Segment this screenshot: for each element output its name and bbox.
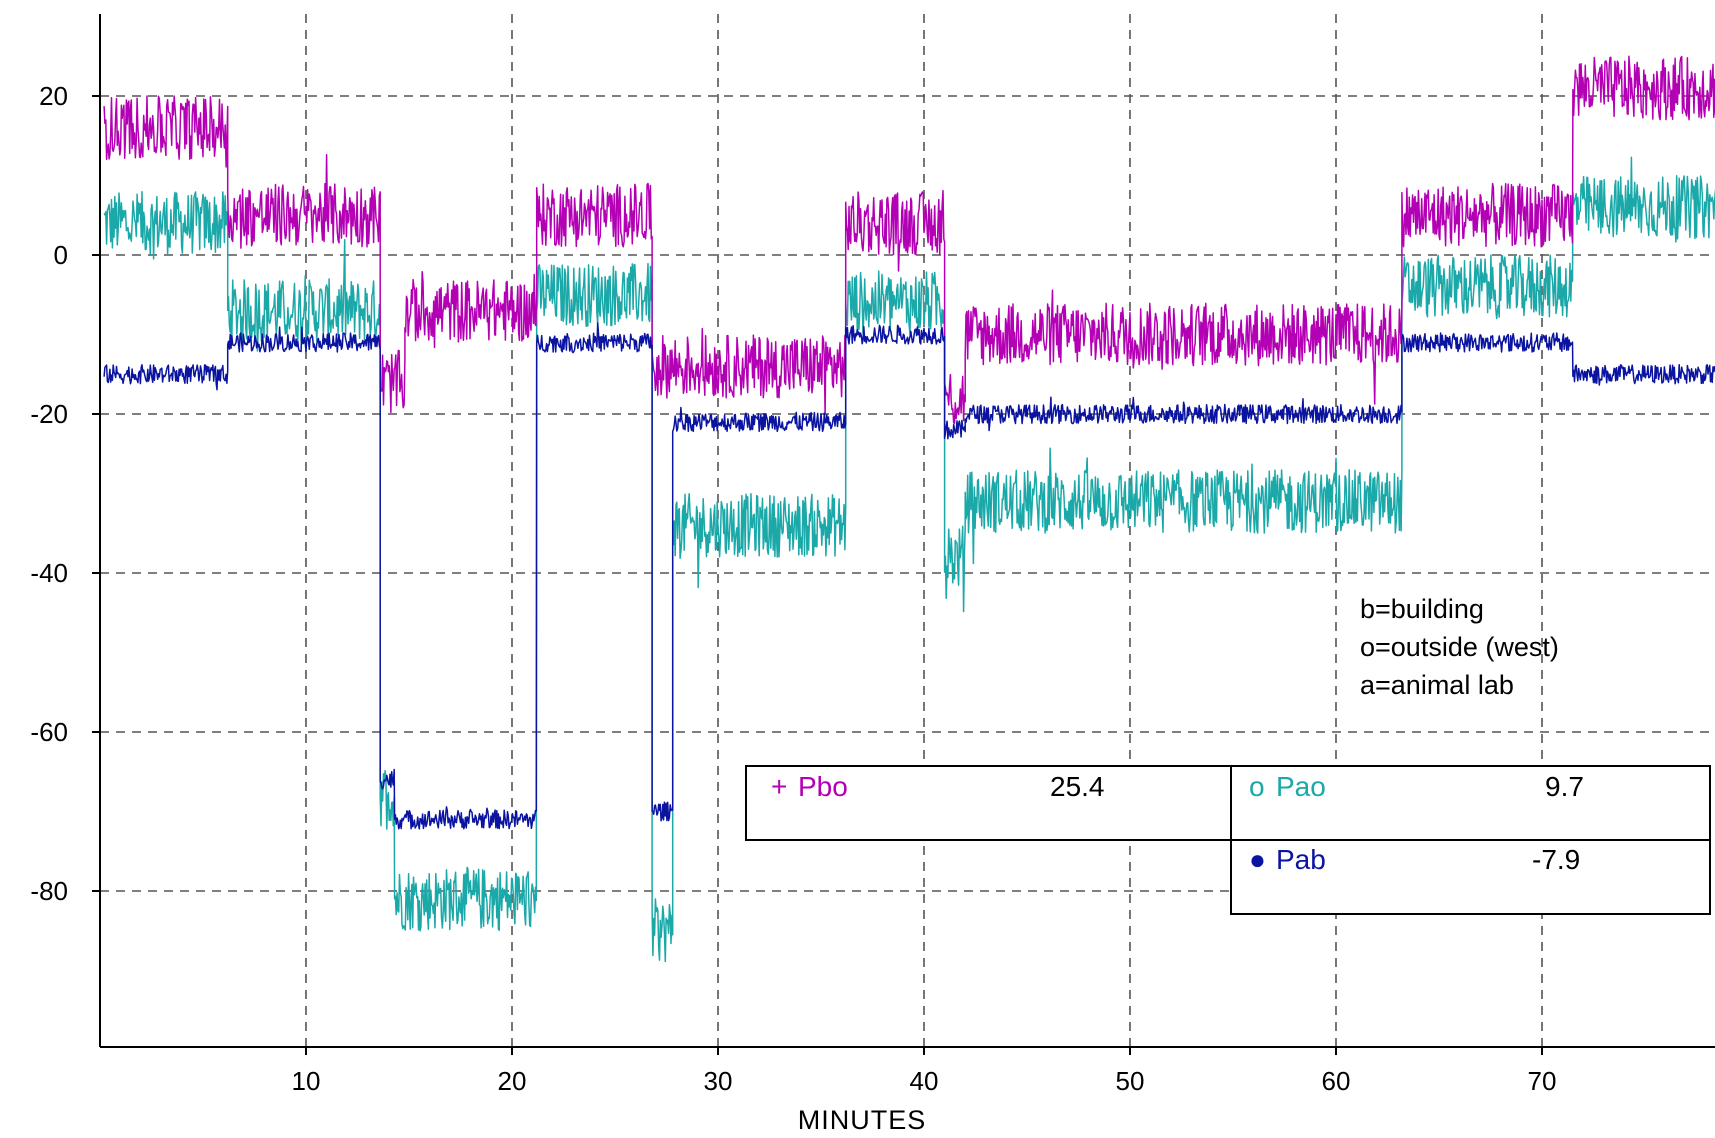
legend-pao-value: 9.7 [1545,771,1584,802]
y-tick-label--20: -20 [30,399,68,429]
y-tick-label--60: -60 [30,717,68,747]
x-tick-label-60: 60 [1322,1066,1351,1096]
note-animal-lab: a=animal lab [1360,670,1514,700]
legend-pbo-name: Pbo [798,771,848,802]
x-tick-label-10: 10 [292,1066,321,1096]
tick-labels: 10 20 30 40 50 60 70 20 0 -20 -40 -60 -80 [30,81,1556,1096]
legend-pab-value: -7.9 [1532,844,1580,875]
y-tick-label-20: 20 [39,81,68,111]
series-lines [103,55,1715,963]
x-tick-label-70: 70 [1528,1066,1557,1096]
legend-pab-name: Pab [1276,844,1326,875]
legend-pao-name: Pao [1276,771,1326,802]
legend-pbo-marker: + [771,771,787,802]
legend-pbo-value: 25.4 [1050,771,1105,802]
x-tick-label-20: 20 [498,1066,527,1096]
x-axis-title: MINUTES [798,1105,927,1135]
series-line-pab [103,322,1715,830]
note-outside: o=outside (west) [1360,632,1559,662]
legend-pab-marker: ● [1249,844,1266,875]
legend-box-top [745,765,1711,841]
x-tick-label-40: 40 [910,1066,939,1096]
axes [99,14,1715,1048]
notes: b=building o=outside (west) a=animal lab [1360,594,1559,700]
series-line-pbo [103,55,1715,425]
series-line-pao [103,156,1715,963]
x-tick-label-30: 30 [704,1066,733,1096]
x-tick-label-50: 50 [1116,1066,1145,1096]
legend-box-bottom [1230,839,1711,915]
y-tick-label--40: -40 [30,558,68,588]
note-building: b=building [1360,594,1484,624]
y-tick-label--80: -80 [30,876,68,906]
legend: + Pbo 25.4 o Pao 9.7 ● Pab -7.9 [745,765,1711,915]
legend-pao-marker: o [1249,771,1265,802]
y-tick-label-0: 0 [54,240,68,270]
